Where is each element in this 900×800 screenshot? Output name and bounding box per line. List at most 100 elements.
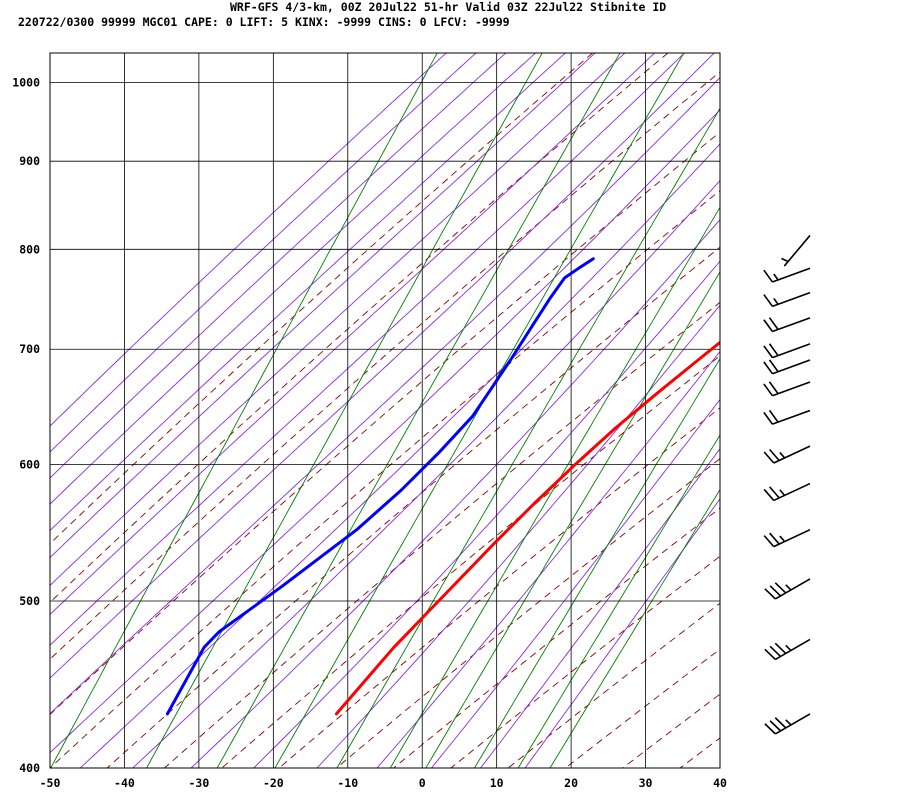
moist-adiabat-line	[50, 53, 715, 679]
dry-adiabat-line	[50, 53, 669, 603]
moist-adiabat-line	[50, 53, 477, 453]
moist-adiabat-line	[50, 53, 536, 505]
wind-barb-staff	[772, 359, 811, 375]
wind-barb	[763, 267, 811, 283]
dry-adiabat-line	[106, 246, 720, 768]
dry-adiabat-line	[450, 555, 720, 768]
wind-barb	[764, 638, 811, 661]
wind-barb-staff	[773, 528, 811, 548]
wind-barb-feather	[774, 642, 787, 654]
pressure-tick-label: 400	[19, 761, 40, 775]
wind-barb-half-feather	[773, 297, 779, 305]
wind-barb-staff	[772, 381, 811, 397]
wind-barb-feather	[763, 488, 775, 501]
pressure-axis: 400 500 600 700 800 900 1000	[12, 75, 40, 775]
dry-adiabat-line	[50, 71, 720, 660]
moist-adiabat-line	[190, 218, 720, 768]
wind-barb	[763, 528, 811, 548]
pressure-tick-label: 900	[19, 154, 40, 168]
wind-barbs	[763, 234, 811, 735]
wind-barb-feather	[763, 383, 774, 397]
temperature-axis: -50 -40 -30 -20 -10 0 10 20 30 40	[40, 776, 727, 790]
dry-adiabat-line	[737, 53, 900, 768]
wind-barb-feather	[768, 409, 779, 423]
wind-barb-half-feather	[781, 257, 789, 263]
wind-barb-feather	[763, 269, 774, 283]
wind-barb	[763, 482, 811, 502]
mixing-ratio-line	[146, 53, 543, 768]
dry-adiabat-line	[221, 355, 720, 768]
moist-adiabat-line	[79, 143, 720, 768]
wind-barb	[763, 317, 811, 333]
grid-lines	[50, 53, 720, 769]
pressure-tick-label: 1000	[12, 75, 40, 89]
temperature-tick-label: -10	[337, 776, 358, 790]
pressure-tick-label: 800	[19, 242, 40, 256]
wind-barb-staff	[772, 267, 811, 283]
temperature-tick-label: -40	[114, 776, 135, 790]
wind-barb-half-feather	[785, 644, 792, 651]
wind-barb-feather	[768, 359, 779, 373]
moist-adiabat-line	[50, 53, 685, 646]
moist-adiabat-line	[480, 448, 720, 768]
wind-barb	[763, 359, 811, 375]
moist-adiabat-line	[253, 260, 720, 768]
moist-adiabat-line	[316, 304, 720, 768]
dewpoint-line	[165, 257, 595, 716]
moist-adiabat-line	[50, 53, 626, 587]
moist-adiabat-line	[376, 350, 720, 768]
wind-barb-feather	[768, 381, 779, 395]
wind-barb-feather	[769, 448, 780, 462]
moist-adiabat-line	[431, 398, 720, 768]
wind-barb-feather	[763, 451, 775, 464]
moist-adiabat-line	[50, 109, 720, 754]
mixing-ratio-line	[549, 488, 720, 768]
wind-barb-feather	[763, 294, 774, 307]
dry-adiabat-line	[393, 507, 720, 768]
wind-barb-feather	[768, 343, 779, 357]
dry-adiabat-line	[50, 131, 720, 716]
wind-barb-staff	[774, 713, 811, 735]
pressure-tick-label: 500	[19, 594, 40, 608]
background-lines	[50, 53, 900, 768]
mixing-ratio-line	[517, 434, 720, 768]
wind-barb-half-feather	[779, 489, 786, 496]
temperature-tick-label: 10	[490, 776, 504, 790]
wind-barb-feather	[763, 345, 774, 359]
dry-adiabat-line	[164, 301, 720, 768]
wind-barb-feather	[763, 535, 775, 548]
moist-adiabat-line	[50, 53, 655, 616]
wind-barb	[763, 291, 811, 308]
mixing-ratio-line	[336, 107, 720, 768]
wind-barb-half-feather	[785, 584, 792, 591]
wind-barb	[763, 381, 811, 397]
wind-barb-feather	[774, 717, 787, 729]
dry-adiabat-line	[622, 693, 720, 768]
moist-adiabat-line	[524, 498, 720, 768]
pressure-tick-label: 700	[19, 342, 40, 356]
temperature-tick-label: -50	[40, 776, 61, 790]
wind-barb-staff	[773, 445, 811, 464]
wind-barb-staff	[783, 234, 811, 267]
temperature-tick-label: 0	[419, 776, 426, 790]
moist-adiabat-line	[50, 53, 566, 532]
wind-barb-feather	[774, 582, 787, 594]
temperature-tick-label: -20	[263, 776, 284, 790]
wind-barb-half-feather	[779, 535, 786, 543]
dry-adiabat-line	[336, 458, 720, 768]
dry-adiabat-line	[795, 53, 900, 768]
dry-adiabat-line	[679, 737, 720, 768]
wind-barb-feather	[769, 486, 780, 499]
wind-barb	[763, 409, 811, 425]
wind-barb-feather	[769, 585, 782, 597]
wind-barb	[764, 578, 811, 600]
wind-barb	[781, 234, 811, 267]
mixing-ratio-line	[50, 53, 438, 768]
wind-barb-staff	[772, 343, 811, 359]
wind-barb-feather	[769, 720, 782, 732]
dry-adiabat-line	[278, 407, 720, 768]
wind-barb-feather	[769, 645, 782, 657]
wind-barb-feather	[763, 361, 774, 375]
wind-barb	[764, 713, 811, 735]
